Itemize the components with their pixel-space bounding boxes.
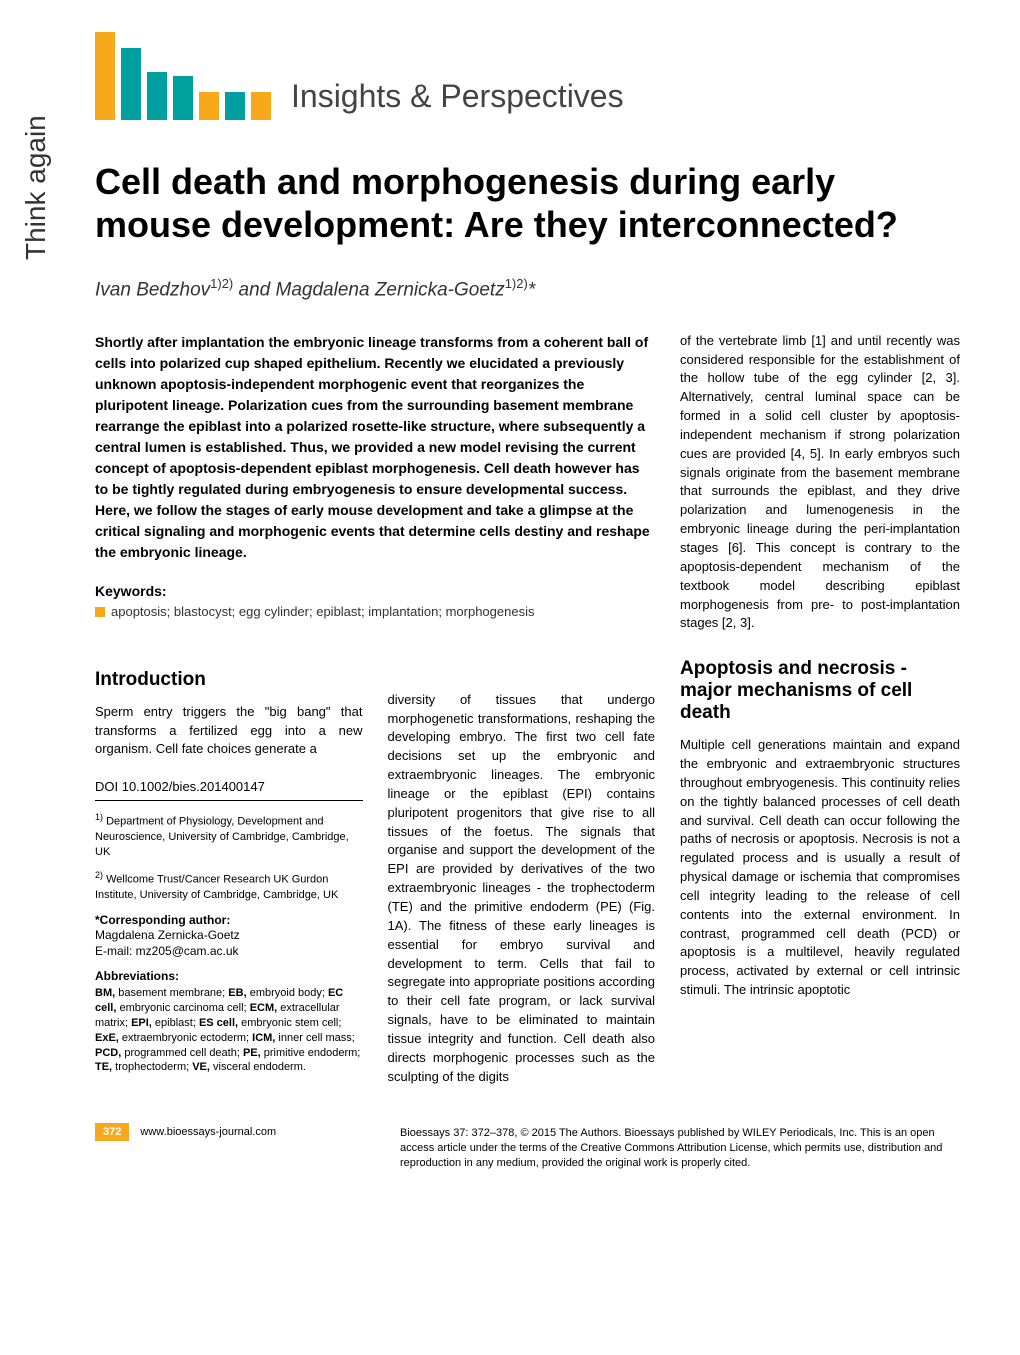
- corresponding-label: *Corresponding author:: [95, 913, 363, 927]
- page-container: Think again Insights & Perspectives Cell…: [0, 0, 1020, 1201]
- footer-url: www.bioessays-journal.com: [140, 1126, 276, 1138]
- keywords-label: Keywords:: [95, 583, 655, 599]
- header-graphic: Insights & Perspectives: [95, 30, 960, 120]
- right-column: of the vertebrate limb [1] and until rec…: [680, 332, 960, 1087]
- intro-paragraph-1: Sperm entry triggers the "big bang" that…: [95, 703, 363, 760]
- page-number: 372: [95, 1123, 129, 1141]
- bar-7: [251, 92, 271, 120]
- keywords-text: apoptosis; blastocyst; egg cylinder; epi…: [111, 604, 534, 619]
- page-footer: 372 www.bioessays-journal.com Bioessays …: [95, 1126, 960, 1171]
- intro-col-left: Introduction Sperm entry triggers the "b…: [95, 654, 363, 1087]
- bar-4: [173, 76, 193, 120]
- abbreviations-label: Abbreviations:: [95, 969, 363, 983]
- middle-column-text: diversity of tissues that undergo morpho…: [388, 691, 656, 1087]
- abstract: Shortly after implantation the embryonic…: [95, 332, 655, 563]
- bar-3: [147, 72, 167, 120]
- keywords: apoptosis; blastocyst; egg cylinder; epi…: [95, 604, 655, 619]
- corresponding-email: E-mail: mz205@cam.ac.uk: [95, 944, 239, 958]
- affiliation-1: 1) Department of Physiology, Development…: [95, 811, 363, 859]
- bar-6: [225, 92, 245, 120]
- authors: Ivan Bedzhov1)2) and Magdalena Zernicka-…: [95, 276, 960, 301]
- keyword-bullet-icon: [95, 607, 105, 617]
- footer-left: 372 www.bioessays-journal.com: [95, 1126, 276, 1138]
- content-wrap: Shortly after implantation the embryonic…: [95, 332, 960, 1087]
- corresponding-name: Magdalena Zernicka-Goetz: [95, 928, 240, 942]
- doi: DOI 10.1002/bies.201400147: [95, 779, 363, 801]
- header-bars: [95, 32, 271, 120]
- apoptosis-heading: Apoptosis and necrosis - major mechanism…: [680, 658, 960, 724]
- bar-2: [121, 48, 141, 120]
- corresponding-author: Magdalena Zernicka-Goetz E-mail: mz205@c…: [95, 927, 363, 959]
- section-title: Insights & Perspectives: [291, 78, 624, 115]
- intro-col-right: diversity of tissues that undergo morpho…: [388, 654, 656, 1087]
- two-column-section: Introduction Sperm entry triggers the "b…: [95, 654, 655, 1087]
- abbreviations: BM, basement membrane; EB, embryoid body…: [95, 986, 363, 1075]
- intro-heading: Introduction: [95, 669, 363, 691]
- right-paragraph-1: of the vertebrate limb [1] and until rec…: [680, 332, 960, 634]
- article-title: Cell death and morphogenesis during earl…: [95, 160, 960, 246]
- footer-citation: Bioessays 37: 372–378, © 2015 The Author…: [400, 1126, 960, 1171]
- side-label: Think again: [20, 115, 52, 260]
- right-paragraph-2: Multiple cell generations maintain and e…: [680, 736, 960, 1000]
- left-column: Shortly after implantation the embryonic…: [95, 332, 655, 1087]
- doi-block: DOI 10.1002/bies.201400147 1) Department…: [95, 779, 363, 1075]
- bar-1: [95, 32, 115, 120]
- affiliation-1-text: Department of Physiology, Development an…: [95, 816, 349, 858]
- affiliation-2: 2) Wellcome Trust/Cancer Research UK Gur…: [95, 869, 363, 902]
- affiliation-2-text: Wellcome Trust/Cancer Research UK Gurdon…: [95, 874, 338, 901]
- bar-5: [199, 92, 219, 120]
